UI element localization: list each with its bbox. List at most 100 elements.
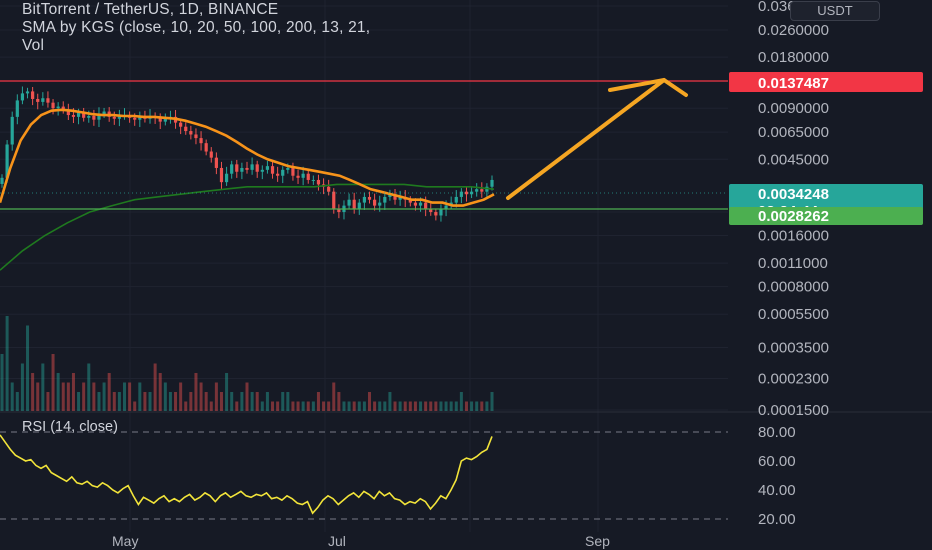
candle-body: [424, 202, 428, 209]
candle-body: [138, 116, 142, 120]
volume-bar: [296, 401, 300, 411]
price-scale-label: 0.0016000: [758, 228, 829, 245]
volume-bar: [184, 401, 188, 411]
candle-body: [357, 202, 361, 209]
volume-bar: [204, 392, 208, 411]
forecast-arrow[interactable]: [506, 78, 666, 200]
rsi-scale-label: 80.00: [758, 424, 796, 441]
candle-body: [464, 191, 469, 195]
candle-body: [362, 196, 366, 203]
candle-body: [398, 196, 402, 200]
candle-body: [158, 117, 162, 122]
price-scale-label: 0.0065000: [758, 124, 829, 141]
volume-bar: [281, 392, 285, 411]
volume-bar: [255, 392, 259, 411]
svg-text:0.0034248: 0.0034248: [758, 186, 829, 203]
candle-body: [179, 122, 183, 127]
volume-bar: [419, 401, 423, 411]
volume-bar: [271, 401, 275, 411]
volume-bar: [15, 392, 19, 411]
candle-body: [367, 196, 372, 200]
volume-bar: [138, 382, 142, 411]
candle-body: [199, 138, 203, 144]
volume-bar: [174, 392, 178, 411]
candle-body: [429, 208, 433, 213]
candle-body: [209, 151, 213, 158]
candle-body: [46, 98, 50, 103]
candle-body: [71, 115, 76, 117]
forecast-arrowhead: [608, 78, 688, 97]
volume-bar: [41, 363, 45, 411]
candle-body: [102, 111, 106, 115]
volume-bar: [454, 401, 458, 411]
volume-bar: [311, 401, 315, 411]
candle-body: [31, 91, 35, 99]
volume-bar: [393, 401, 397, 411]
candle-body: [459, 191, 463, 197]
volume-bar: [403, 401, 407, 411]
volume-bar: [71, 373, 75, 411]
volume-bar: [36, 382, 40, 411]
candle-body: [316, 179, 321, 185]
time-axis-label: May: [112, 533, 138, 549]
candle-body: [337, 208, 341, 213]
volume-bar: [306, 401, 310, 411]
symbol-title[interactable]: BitTorrent / TetherUS, 1D, BINANCE: [22, 1, 279, 18]
candle-body: [41, 98, 45, 102]
rsi-scale[interactable]: 80.00 60.00 40.00 20.00: [758, 424, 796, 528]
candle-body: [270, 166, 275, 174]
candle-body: [439, 208, 443, 216]
price-scale-label: 0.0002300: [758, 370, 829, 387]
volume-bar: [240, 392, 244, 411]
currency-selector[interactable]: USDT: [790, 1, 880, 21]
sma-indicator-label[interactable]: SMA by KGS (close, 10, 20, 50, 100, 200,…: [22, 19, 371, 36]
volume-bar: [153, 363, 157, 411]
volume-bar: [26, 325, 30, 411]
price-scale-label: 0.0001500: [758, 402, 829, 419]
candle-body: [10, 116, 14, 145]
volume-bar: [128, 382, 132, 411]
candle-body: [133, 117, 137, 120]
candle-body: [276, 173, 280, 176]
candle-body: [490, 179, 494, 187]
volume-bar: [485, 401, 489, 411]
volume-bar: [362, 401, 366, 411]
volume-bar: [245, 382, 249, 411]
time-axis-label: Sep: [585, 533, 610, 549]
time-axis[interactable]: May Jul Sep: [112, 533, 610, 549]
price-scale-label: 0.0011000: [758, 255, 828, 272]
volume-bar: [398, 401, 402, 411]
candle-body: [219, 167, 224, 183]
volume-bar: [459, 392, 463, 411]
candle-body: [480, 189, 484, 192]
candle-body: [469, 191, 474, 195]
volume-bar: [0, 354, 4, 411]
candle-body: [265, 166, 270, 170]
volume-bar: [5, 316, 9, 411]
candle-body: [311, 179, 315, 181]
volume-bar: [230, 392, 234, 411]
volume-bar: [189, 392, 193, 411]
volume-bar: [327, 401, 331, 411]
candle-body: [25, 91, 30, 94]
candle-body: [260, 169, 264, 172]
candle-body: [352, 199, 356, 209]
candle-body: [97, 114, 101, 120]
support-price-tag: 0.0028262: [729, 207, 923, 225]
grid: [0, 0, 728, 532]
candle-body: [15, 100, 19, 117]
volume-indicator-label[interactable]: Vol: [22, 37, 45, 54]
volume-bar: [388, 392, 392, 411]
volume-bar: [373, 401, 377, 411]
candle-body: [5, 144, 9, 178]
volume-bar: [219, 392, 223, 411]
volume-bar: [291, 401, 295, 411]
volume-bar: [464, 401, 468, 411]
time-axis-label: Jul: [328, 533, 346, 549]
price-scale-label: 0.0003500: [758, 340, 829, 357]
volume-bar: [143, 392, 147, 411]
candle-body: [117, 115, 121, 119]
volume-bar: [107, 373, 111, 411]
volume-bars: [0, 316, 494, 411]
